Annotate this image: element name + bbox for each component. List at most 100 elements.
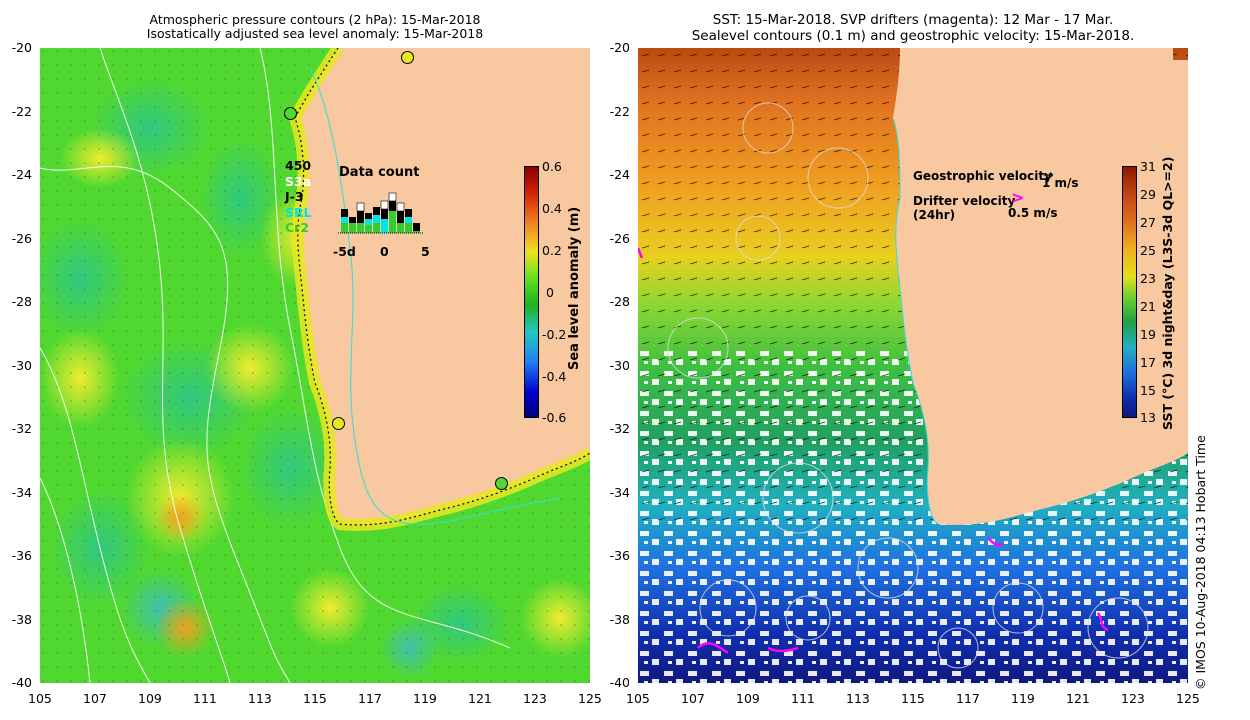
sst-tick: 27 — [1140, 215, 1156, 230]
lat-tick: -32 — [609, 421, 630, 436]
pressure-contours — [40, 48, 511, 683]
drifter-scale: 0.5 m/s — [1008, 206, 1058, 220]
sla-tick: 0 — [546, 285, 554, 300]
sla-colorbar-label: Sea level anomaly (m) — [567, 206, 582, 370]
lat-tick: -34 — [11, 485, 32, 500]
sst-tick: 23 — [1140, 271, 1156, 286]
lon-tick: 111 — [791, 691, 815, 706]
right-title: SST: 15-Mar-2018. SVP drifters (magenta)… — [638, 12, 1188, 44]
lat-tick: -24 — [609, 167, 630, 182]
lat-tick: -34 — [609, 485, 630, 500]
data-count-legend: 450 S3a J-3 SRL Cr2 — [285, 158, 312, 236]
sea-level-anomaly-map[interactable]: 450 S3a J-3 SRL Cr2 Data count -5d 0 5 — [40, 48, 590, 683]
sst-colorbar-label: SST (°C) 3d night&day (L3S-3d QL>=2) — [1160, 156, 1175, 430]
sst-colorbar — [1122, 166, 1137, 418]
sla-tick: -0.4 — [542, 369, 567, 384]
sst-tick: 15 — [1140, 383, 1156, 398]
sst-tick: 21 — [1140, 299, 1156, 314]
geo-velocity-label: Geostrophic velocity — [913, 169, 1052, 183]
lat-tick: -30 — [11, 358, 32, 373]
sst-map[interactable]: Geostrophic velocity → 1 m/s Drifter vel… — [638, 48, 1188, 683]
tide-gauge-marker[interactable] — [495, 477, 508, 490]
sst-tick: 17 — [1140, 355, 1156, 370]
lat-tick: -38 — [609, 612, 630, 627]
lat-tick: -32 — [11, 421, 32, 436]
lon-tick: 117 — [956, 691, 980, 706]
lat-tick: -38 — [11, 612, 32, 627]
right-title-line2: Sealevel contours (0.1 m) and geostrophi… — [691, 28, 1135, 44]
sst-tick: 19 — [1140, 327, 1156, 342]
tide-gauge-marker[interactable] — [284, 107, 297, 120]
left-y-axis: -20 -22 -24 -26 -28 -30 -32 -34 -36 -38 … — [0, 40, 36, 690]
lon-tick: 115 — [303, 691, 327, 706]
lat-tick: -24 — [11, 167, 32, 182]
left-title-line2: Isostatically adjusted sea level anomaly… — [146, 26, 484, 41]
lon-tick: 121 — [468, 691, 492, 706]
left-title-line1: Atmospheric pressure contours (2 hPa): 1… — [149, 12, 481, 27]
sst-tick: 13 — [1140, 410, 1156, 425]
lon-tick: 109 — [138, 691, 162, 706]
lat-tick: -28 — [609, 294, 630, 309]
lat-tick: -20 — [609, 40, 630, 55]
lon-tick: 121 — [1066, 691, 1090, 706]
lon-tick: 111 — [193, 691, 217, 706]
geo-velocity-arrow: → — [1043, 168, 1054, 183]
lat-tick: -30 — [609, 358, 630, 373]
data-count-histogram — [338, 192, 424, 234]
geo-velocity-scale: 1 m/s — [1042, 176, 1079, 190]
lon-tick: 105 — [626, 691, 650, 706]
drifter-label-line1: Drifter velocity — [913, 194, 1016, 208]
drifter-velocity-arrow: > — [1011, 188, 1025, 207]
sla-tick: -0.2 — [542, 327, 567, 342]
lat-tick: -22 — [609, 104, 630, 119]
lon-tick: 123 — [1121, 691, 1145, 706]
sla-tick: 0.6 — [542, 159, 562, 174]
lat-tick: -36 — [609, 548, 630, 563]
tide-gauge-marker[interactable] — [401, 51, 414, 64]
sst-tick: 31 — [1140, 159, 1156, 174]
sla-colorbar-ticks: 0.6 0.4 0.2 0 -0.2 -0.4 -0.6 — [542, 159, 582, 429]
lon-tick: 105 — [28, 691, 52, 706]
lat-tick: -28 — [11, 294, 32, 309]
legend-j3: J-3 — [285, 189, 304, 204]
lat-tick: -40 — [609, 675, 630, 690]
legend-srl: SRL — [285, 204, 312, 220]
australia-land — [295, 48, 590, 525]
histogram-tick: -5d — [333, 244, 356, 259]
legend-s3a: S3a — [285, 173, 312, 189]
lat-tick: -36 — [11, 548, 32, 563]
data-count-title: Data count — [339, 165, 420, 180]
tide-gauge-marker[interactable] — [332, 417, 345, 430]
sla-tick: 0.4 — [542, 201, 562, 216]
lat-tick: -40 — [11, 675, 32, 690]
lat-tick: -20 — [11, 40, 32, 55]
drifter-label-line2: (24hr) — [913, 208, 956, 222]
sla-tick: -0.6 — [542, 410, 567, 425]
right-y-axis: -20 -22 -24 -26 -28 -30 -32 -34 -36 -38 … — [598, 40, 634, 690]
sla-tick: 0.2 — [542, 243, 562, 258]
left-title: Atmospheric pressure contours (2 hPa): 1… — [40, 13, 590, 41]
lon-tick: 113 — [248, 691, 272, 706]
lon-tick: 109 — [736, 691, 760, 706]
histogram-tick: 5 — [421, 244, 430, 259]
lon-tick: 125 — [578, 691, 602, 706]
legend-450: 450 — [285, 158, 312, 173]
lat-tick: -22 — [11, 104, 32, 119]
credit-label: © IMOS 10-Aug-2018 04:13 Hobart Time — [1193, 435, 1208, 690]
lon-tick: 119 — [413, 691, 437, 706]
drifter-velocity-label: Drifter velocity (24hr) — [913, 194, 1015, 222]
lon-tick: 115 — [901, 691, 925, 706]
sst-colorbar-ticks: 31 29 27 25 23 21 19 17 15 13 — [1140, 159, 1170, 429]
lon-tick: 107 — [83, 691, 107, 706]
svp-drifter-tracks — [638, 247, 1109, 655]
australia-land — [893, 48, 1188, 525]
sea-level-contours — [667, 102, 1149, 669]
histogram-tick: 0 — [380, 244, 389, 259]
lon-tick: 125 — [1176, 691, 1200, 706]
right-title-line1: SST: 15-Mar-2018. SVP drifters (magenta)… — [712, 12, 1114, 28]
legend-cr2: Cr2 — [285, 220, 310, 235]
sst-tick: 25 — [1140, 243, 1156, 258]
lon-tick: 113 — [846, 691, 870, 706]
lon-tick: 119 — [1011, 691, 1035, 706]
lat-tick: -26 — [609, 231, 630, 246]
